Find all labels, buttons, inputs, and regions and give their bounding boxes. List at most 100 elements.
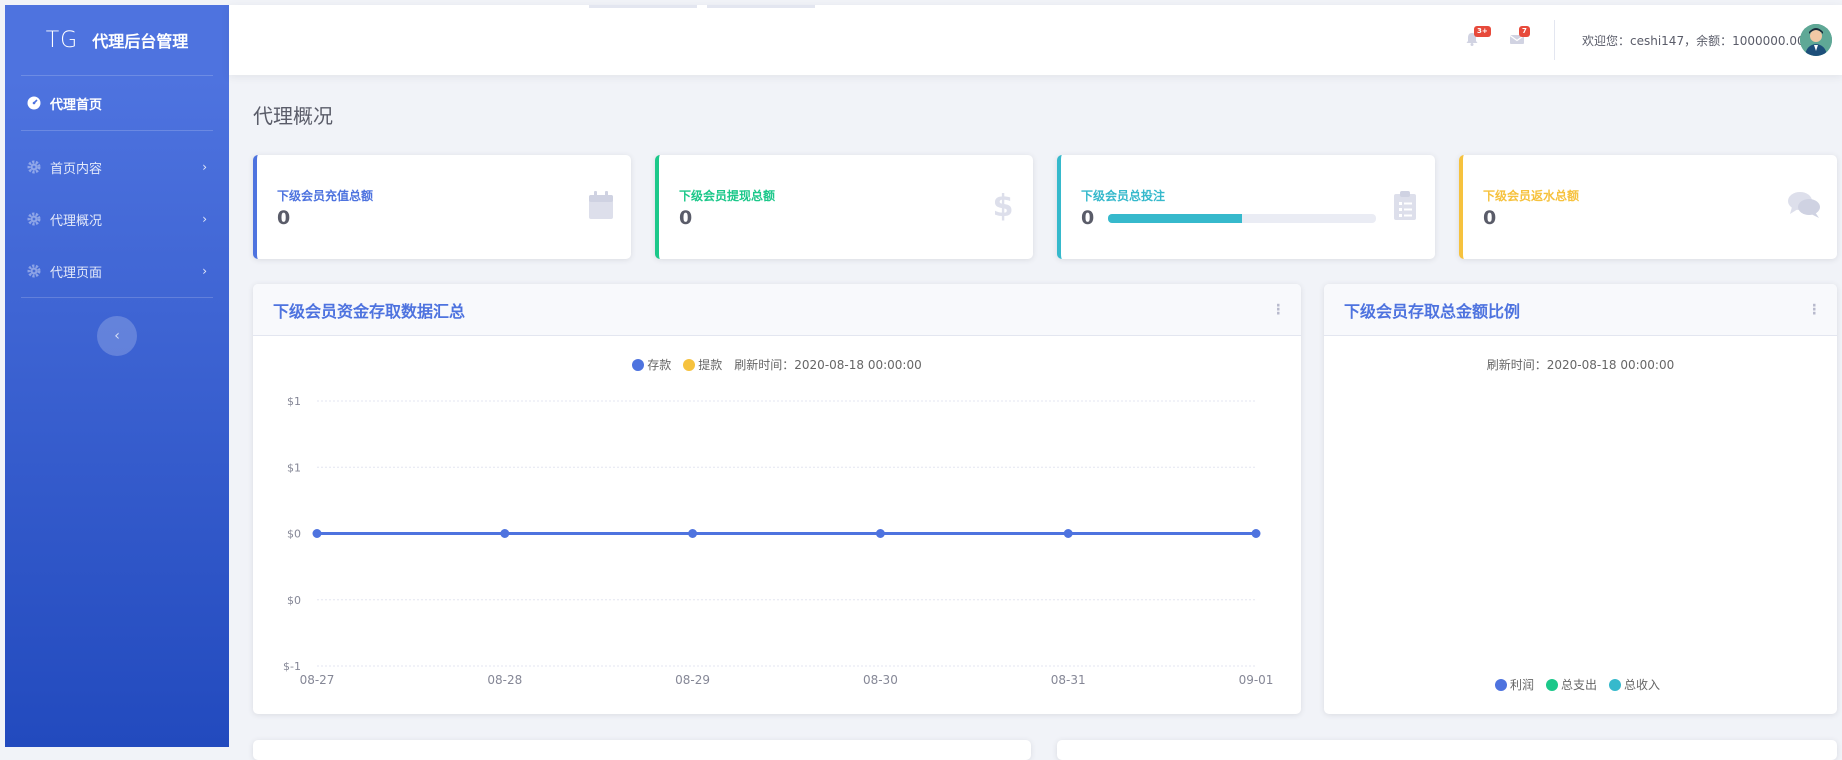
panel-header: 下级会员存取总金额比例 · · · bbox=[1324, 284, 1837, 336]
stat-card-value: 0 bbox=[679, 207, 693, 229]
tachometer-icon bbox=[27, 96, 41, 110]
data-point bbox=[500, 529, 510, 538]
dollar-icon: $ bbox=[993, 189, 1014, 221]
legend-label: 总收入 bbox=[1624, 678, 1661, 692]
panel-title: 下级会员资金存取数据汇总 bbox=[273, 301, 466, 321]
more-vertical-icon[interactable]: · · · bbox=[1275, 297, 1281, 322]
tab-strip bbox=[589, 5, 815, 8]
legend-item-income[interactable]: 总收入 bbox=[1609, 676, 1660, 693]
y-tick-label: $1 bbox=[287, 461, 301, 474]
legend-label: 提款 bbox=[698, 358, 723, 372]
refresh-time: 刷新时间：2020-08-18 00:00:00 bbox=[734, 358, 922, 372]
x-tick-label: 08-28 bbox=[487, 673, 522, 687]
legend-swatch bbox=[1545, 678, 1558, 691]
y-tick-label: $0 bbox=[287, 594, 301, 607]
stat-card-label: 下级会员充值总额 bbox=[277, 189, 374, 203]
x-tick-label: 08-27 bbox=[300, 673, 335, 687]
line-chart: $1 $1 $0 $0 $-108-27 08-28 08-29 08-30 08-31 09-0… bbox=[283, 395, 1274, 687]
stat-card-rebate-total: 下级会员返水总额 0 bbox=[1459, 155, 1837, 259]
panel-title: 下级会员存取总金额比例 bbox=[1344, 301, 1521, 321]
brand-mark: TG bbox=[45, 27, 79, 53]
stat-card-deposit-total: 下级会员充值总额 0 bbox=[253, 155, 631, 259]
y-tick-label: $-1 bbox=[283, 660, 301, 673]
data-point bbox=[1251, 529, 1261, 538]
x-tick-label: 08-29 bbox=[675, 673, 710, 687]
topbar: 3+ 7 欢迎您：ceshi147，余额：1000000.00 bbox=[229, 5, 1842, 75]
gear-icon bbox=[27, 212, 41, 226]
chevron-right-icon: › bbox=[202, 212, 207, 226]
legend-swatch bbox=[1494, 678, 1507, 691]
sidebar: TG 代理后台管理 代理首页 首页内容 › 代理概况 › 代理页面 › ‹ bbox=[5, 5, 229, 747]
stat-card-value: 0 bbox=[277, 207, 291, 229]
stat-card-value: 0 bbox=[1483, 207, 1497, 229]
avatar[interactable] bbox=[1800, 24, 1832, 56]
pie-chart-panel: 下级会员存取总金额比例 · · · 刷新时间：2020-08-18 00:00:00… bbox=[1324, 284, 1837, 714]
legend-label: 利润 bbox=[1509, 678, 1534, 692]
pie-legend: 利润 总支出 总收入 bbox=[1324, 676, 1837, 693]
legend-label: 存款 bbox=[647, 358, 672, 372]
topbar-divider bbox=[1554, 20, 1555, 60]
gear-icon bbox=[27, 160, 41, 174]
stat-card-label: 下级会员提现总额 bbox=[679, 189, 776, 203]
sidebar-divider bbox=[21, 297, 213, 298]
stat-card-bet-total: 下级会员总投注 0 bbox=[1057, 155, 1435, 259]
sidebar-item-label: 首页内容 bbox=[50, 161, 103, 177]
messages-button[interactable]: 7 bbox=[1509, 26, 1531, 49]
envelope-icon bbox=[1509, 35, 1525, 44]
sidebar-item-agent-overview[interactable]: 代理概况 › bbox=[5, 193, 229, 245]
x-tick-label: 08-31 bbox=[1051, 673, 1086, 687]
more-vertical-icon[interactable]: · · · bbox=[1811, 297, 1817, 322]
svg-text:$: $ bbox=[993, 189, 1014, 221]
data-point bbox=[1063, 529, 1073, 538]
sidebar-item-home-content[interactable]: 首页内容 › bbox=[5, 141, 229, 193]
bet-progress-bar bbox=[1108, 214, 1376, 223]
line-chart-panel: 下级会员资金存取数据汇总 · · · 存款 提款 刷新时间：2020-08-18 0… bbox=[253, 284, 1301, 714]
legend-label: 总支出 bbox=[1560, 678, 1597, 692]
stat-card-value: 0 bbox=[1081, 207, 1095, 229]
sidebar-item-dashboard[interactable]: 代理首页 bbox=[5, 76, 229, 130]
chevron-left-icon: ‹ bbox=[114, 328, 120, 344]
clipboard-icon bbox=[1394, 191, 1416, 220]
x-tick-label: 08-30 bbox=[863, 673, 898, 687]
panel-header: 下级会员资金存取数据汇总 · · · bbox=[253, 284, 1301, 336]
gear-icon bbox=[27, 264, 41, 278]
chevron-right-icon: › bbox=[202, 264, 207, 278]
x-tick-label: 09-01 bbox=[1239, 673, 1274, 687]
alerts-badge: 3+ bbox=[1474, 26, 1491, 37]
legend-swatch bbox=[632, 358, 645, 371]
legend-item-deposit[interactable]: 存款 bbox=[632, 356, 671, 373]
sidebar-divider bbox=[21, 75, 213, 76]
calendar-icon bbox=[589, 191, 613, 219]
alerts-button[interactable]: 3+ bbox=[1464, 26, 1491, 49]
stat-card-label: 下级会员返水总额 bbox=[1483, 189, 1580, 203]
tab-indicator[interactable] bbox=[589, 5, 697, 8]
data-point bbox=[312, 529, 322, 538]
data-point bbox=[688, 529, 698, 538]
stat-card-withdraw-total: 下级会员提现总额 0 $ bbox=[655, 155, 1033, 259]
sidebar-toggle-button[interactable]: ‹ bbox=[97, 316, 137, 356]
sidebar-item-label: 代理首页 bbox=[50, 97, 103, 113]
legend-item-profit[interactable]: 利润 bbox=[1494, 676, 1534, 693]
sidebar-item-label: 代理页面 bbox=[50, 265, 103, 281]
tab-indicator[interactable] bbox=[707, 5, 815, 8]
refresh-time: 刷新时间：2020-08-18 00:00:00 bbox=[1486, 358, 1675, 372]
legend-swatch bbox=[683, 358, 696, 371]
sidebar-brand[interactable]: TG 代理后台管理 bbox=[5, 5, 229, 75]
legend-item-expense[interactable]: 总支出 bbox=[1545, 676, 1597, 693]
stat-card-label: 下级会员总投注 bbox=[1081, 189, 1166, 203]
brand-title: 代理后台管理 bbox=[92, 32, 189, 51]
y-tick-label: $1 bbox=[287, 395, 301, 408]
lower-panel-right bbox=[1057, 740, 1837, 760]
comments-icon bbox=[1788, 192, 1820, 218]
sidebar-item-label: 代理概况 bbox=[50, 213, 103, 229]
chart-legend: 存款 提款 刷新时间：2020-08-18 00:00:00 bbox=[253, 356, 1301, 373]
data-point bbox=[875, 529, 885, 538]
legend-swatch bbox=[1609, 678, 1621, 691]
bet-progress-fill bbox=[1108, 214, 1242, 223]
chevron-right-icon: › bbox=[202, 160, 207, 174]
legend-item-withdraw[interactable]: 提款 bbox=[683, 356, 722, 373]
user-welcome-text[interactable]: 欢迎您：ceshi147，余额：1000000.00 bbox=[1582, 34, 1805, 48]
lower-panel-left bbox=[253, 740, 1031, 760]
user-avatar-icon bbox=[1800, 24, 1832, 56]
sidebar-item-agent-pages[interactable]: 代理页面 › bbox=[5, 245, 229, 297]
